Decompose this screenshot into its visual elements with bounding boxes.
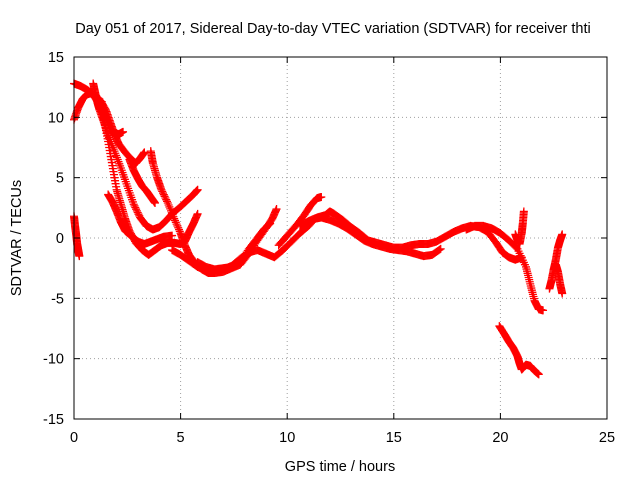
data-point bbox=[167, 206, 176, 215]
data-point bbox=[75, 252, 84, 261]
x-tick-label: 15 bbox=[386, 430, 402, 446]
data-point bbox=[169, 212, 178, 221]
data-point bbox=[435, 245, 444, 254]
data-point bbox=[104, 131, 113, 140]
data-series-arc-7 bbox=[125, 155, 160, 208]
data-point bbox=[519, 207, 528, 216]
x-tick-label: 5 bbox=[177, 430, 185, 446]
y-tick-label: 15 bbox=[48, 50, 64, 66]
data-point bbox=[436, 244, 445, 253]
x-tick-label: 25 bbox=[599, 430, 615, 446]
data-point bbox=[163, 197, 172, 206]
axis-ticks: 0 5 10 15 20 25 -15 -10 -5 0 5 10 15 bbox=[43, 50, 615, 446]
data-point bbox=[157, 185, 166, 194]
y-tick-label: 10 bbox=[48, 110, 64, 126]
data-point bbox=[171, 216, 180, 225]
data-point bbox=[168, 210, 177, 219]
data-point bbox=[168, 231, 177, 240]
y-tick-label: -15 bbox=[43, 412, 64, 428]
data-point bbox=[129, 200, 138, 209]
data-point bbox=[166, 204, 175, 213]
data-point bbox=[107, 139, 116, 148]
x-tick-label: 0 bbox=[70, 430, 78, 446]
data-point bbox=[265, 220, 274, 229]
y-tick-label: 5 bbox=[56, 171, 64, 187]
data-point bbox=[133, 208, 142, 217]
x-tick-label: 10 bbox=[279, 430, 295, 446]
data-point bbox=[163, 199, 172, 208]
data-point bbox=[132, 206, 141, 215]
data-point bbox=[272, 205, 281, 214]
data-point bbox=[172, 220, 181, 229]
data-point bbox=[104, 133, 113, 142]
plot-area bbox=[70, 79, 567, 379]
data-point bbox=[175, 227, 184, 236]
data-point bbox=[266, 219, 275, 228]
data-point bbox=[106, 137, 115, 146]
chart-title: Day 051 of 2017, Sidereal Day-to-day VTE… bbox=[75, 21, 591, 37]
data-point bbox=[130, 201, 139, 210]
data-point bbox=[171, 218, 180, 227]
data-point bbox=[174, 223, 183, 232]
data-point bbox=[539, 306, 548, 315]
data-series-arc-6 bbox=[104, 190, 177, 249]
data-point bbox=[162, 195, 171, 204]
data-point bbox=[134, 210, 143, 219]
data-series-arc-12 bbox=[295, 207, 526, 264]
data-point bbox=[167, 208, 176, 217]
data-series-arc-11 bbox=[274, 192, 326, 250]
y-tick-label: 0 bbox=[56, 231, 64, 247]
data-point bbox=[119, 127, 128, 136]
data-point bbox=[558, 289, 567, 298]
data-point bbox=[193, 209, 202, 218]
data-point bbox=[105, 135, 114, 144]
data-point bbox=[132, 205, 141, 214]
data-point bbox=[131, 203, 140, 212]
x-axis-label: GPS time / hours bbox=[285, 459, 395, 475]
data-series-arc-10 bbox=[193, 219, 275, 274]
data-point bbox=[175, 225, 184, 234]
y-tick-label: -5 bbox=[51, 291, 64, 307]
data-point bbox=[173, 221, 182, 230]
data-series-arc-14 bbox=[511, 207, 528, 249]
data-point bbox=[159, 189, 168, 198]
y-tick-label: -10 bbox=[43, 352, 64, 368]
data-point bbox=[317, 192, 326, 201]
data-series-arc-13 bbox=[462, 221, 548, 315]
data-point bbox=[109, 145, 118, 154]
data-point bbox=[170, 214, 179, 223]
data-point bbox=[158, 187, 167, 196]
data-series-arc-17 bbox=[549, 230, 567, 274]
data-series-arc-5 bbox=[97, 97, 128, 139]
data-point bbox=[534, 370, 543, 379]
data-point bbox=[160, 192, 169, 201]
data-point bbox=[558, 230, 567, 239]
data-point bbox=[165, 202, 174, 211]
data-point bbox=[164, 200, 173, 209]
data-point bbox=[193, 185, 202, 194]
data-point bbox=[151, 199, 160, 208]
data-point bbox=[108, 143, 117, 152]
data-point bbox=[108, 141, 117, 150]
y-axis-label: SDTVAR / TECUs bbox=[9, 180, 25, 296]
data-series-arc-15 bbox=[495, 322, 543, 379]
data-point bbox=[159, 190, 168, 199]
x-tick-label: 20 bbox=[492, 430, 508, 446]
data-point bbox=[264, 221, 273, 230]
data-point bbox=[161, 194, 170, 203]
